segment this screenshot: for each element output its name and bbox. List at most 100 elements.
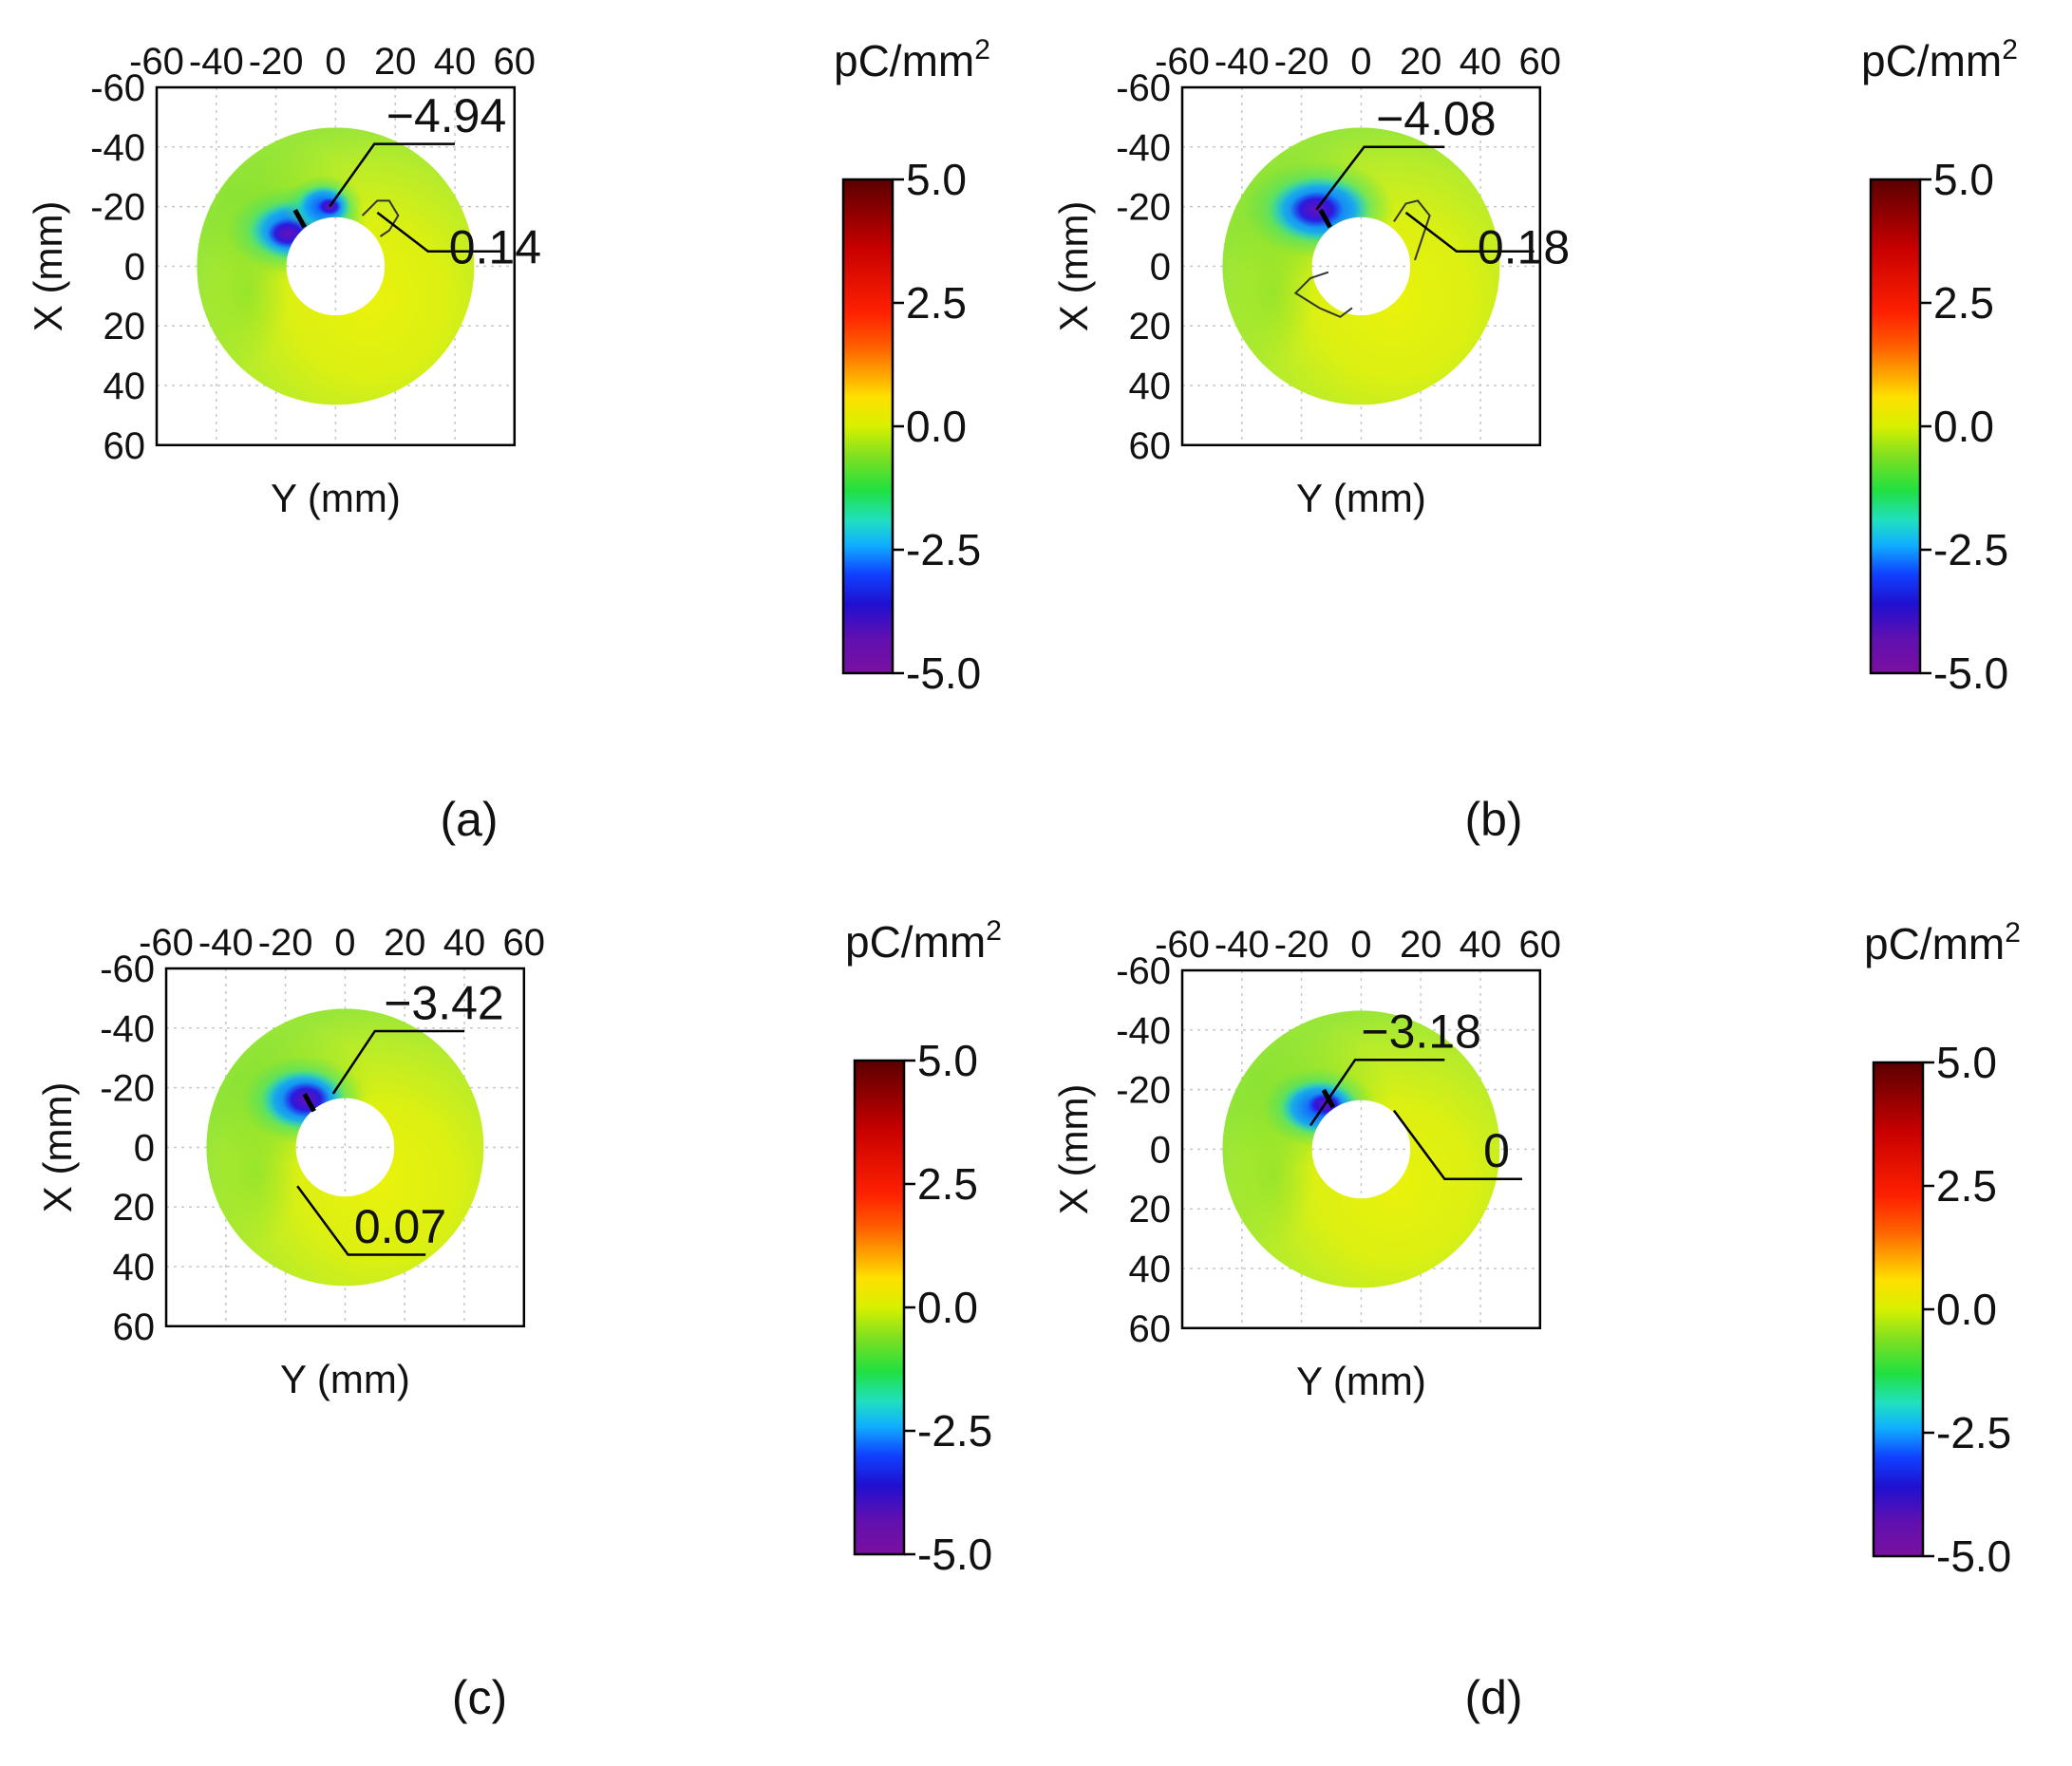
y-tick-label: 0 [124,246,145,288]
plot-frame [164,967,526,1328]
x-tick-label: -20 [258,922,313,964]
y-tick-label: -60 [1116,950,1171,992]
x-tick-label: 60 [1519,924,1562,966]
x-tick-label: 60 [494,41,537,83]
min-callout-line [329,142,455,208]
y-axis-label: X (mm) [26,201,70,332]
y-tick-label: 60 [1129,1308,1172,1350]
y-tick-label: 40 [104,366,146,407]
colorbar-tick-label: 0.0 [917,1283,978,1332]
max-callout-line [296,1185,426,1256]
colorbar-unit-base: pC/mm [845,917,986,967]
y-tick-label: 40 [1129,366,1172,407]
colorbar-tick-label: 0.0 [1936,1285,1997,1334]
y-tick-label: -20 [100,1068,155,1110]
plot-frame [1180,85,1542,447]
x-axis-label: Y (mm) [271,476,401,520]
x-tick-label: 0 [1350,41,1371,83]
colorbar-tick-label: -5.0 [1936,1531,2011,1581]
colorbar-unit: pC/mm2 [1861,34,2018,85]
y-axis-label: X (mm) [1051,1084,1096,1215]
y-tick-label: -60 [100,949,155,990]
y-tick-label: -20 [90,187,145,229]
y-tick-label: -60 [1116,67,1171,109]
colorbar: 5.0 2.5 0.0 -2.5 -5.0 pC/mm2 [845,915,1002,1579]
colorbar-tick-label: 0.0 [906,402,967,451]
colorbar-tick-label: 0.0 [1933,402,1994,451]
colorbar-unit-superscript: 2 [2005,917,2021,949]
x-tick-label: -60 [1155,924,1210,966]
colorbar-tick-label: 5.0 [1936,1038,1997,1087]
plot-frame [155,85,517,447]
min-callout-line [331,1029,464,1095]
x-tick-label: -40 [189,41,244,83]
y-tick-label: -20 [1116,187,1171,229]
x-tick-label: -40 [1215,41,1270,83]
x-tick-label: -20 [1274,924,1329,966]
max-value-label: 0.18 [1478,220,1570,273]
x-tick-label: 60 [503,922,546,964]
panel-label: (d) [1464,1671,1522,1724]
x-tick-label: 40 [1460,924,1502,966]
x-tick-label: -20 [1274,41,1329,83]
y-tick-label: -40 [1116,1010,1171,1052]
colorbar-tick-label: -2.5 [1936,1408,2011,1457]
min-value-label: −4.08 [1376,92,1497,145]
colorbar-unit-base: pC/mm [1864,919,2005,968]
colorbar-tick-label: 2.5 [1936,1161,1997,1211]
y-axis-label: X (mm) [1051,201,1096,332]
colorbar-tick-label: 5.0 [1933,155,1994,204]
colorbar-unit: pC/mm2 [1864,917,2021,968]
y-tick-label: 40 [1129,1249,1172,1290]
x-axis-label: Y (mm) [1296,1359,1426,1403]
colorbar: 5.0 2.5 0.0 -2.5 -5.0 pC/mm2 [1864,917,2021,1581]
max-callout-line [376,211,503,253]
y-tick-label: 0 [1150,246,1171,288]
x-axis-label: Y (mm) [280,1357,410,1401]
x-tick-label: 40 [443,922,486,964]
y-tick-label: 20 [1129,1189,1172,1231]
panel-label: (c) [452,1671,507,1724]
colorbar-gradient [1872,1061,1925,1558]
x-axis-label: Y (mm) [1296,476,1426,520]
min-value-label: −4.94 [386,89,507,142]
colorbar-unit-base: pC/mm [834,36,974,85]
colorbar-gradient [1869,178,1922,675]
discharge-marker [302,1093,316,1113]
colorbar-tick-label: -5.0 [917,1530,992,1579]
colorbar-tick-label: 2.5 [906,278,967,328]
contour-line [1393,199,1431,261]
max-value-label: 0.07 [354,1200,446,1253]
colorbar-unit-base: pC/mm [1861,36,2002,85]
y-tick-label: 60 [1129,425,1172,467]
min-callout-line [1309,1058,1445,1126]
min-value-label: −3.18 [1361,1005,1481,1059]
colorbar-unit-superscript: 2 [2002,34,2018,66]
colorbar-tick-label: -2.5 [917,1406,992,1456]
colorbar: 5.0 2.5 0.0 -2.5 -5.0 pC/mm2 [834,34,990,698]
y-tick-label: 0 [134,1127,155,1169]
x-tick-label: 20 [374,41,417,83]
discharge-marker [292,208,307,229]
max-value-label: 0 [1483,1124,1510,1177]
x-tick-label: 40 [1460,41,1502,83]
x-tick-label: -20 [249,41,304,83]
colorbar-tick-label: -5.0 [906,648,981,698]
y-tick-label: 20 [1129,306,1172,348]
max-value-label: 0.14 [449,220,541,273]
colorbar-tick-label: -5.0 [1933,648,2008,698]
colorbar-tick-label: 5.0 [917,1036,978,1085]
colorbar-tick-label: 2.5 [917,1159,978,1209]
y-tick-label: 20 [113,1187,156,1229]
x-tick-label: 60 [1519,41,1562,83]
minimum-charge-core [1290,191,1344,228]
x-tick-label: -60 [1155,41,1210,83]
contour-line [1293,271,1353,318]
colorbar: 5.0 2.5 0.0 -2.5 -5.0 pC/mm2 [1861,34,2018,698]
min-callout-line [1315,145,1445,211]
colorbar-unit: pC/mm2 [834,34,990,85]
